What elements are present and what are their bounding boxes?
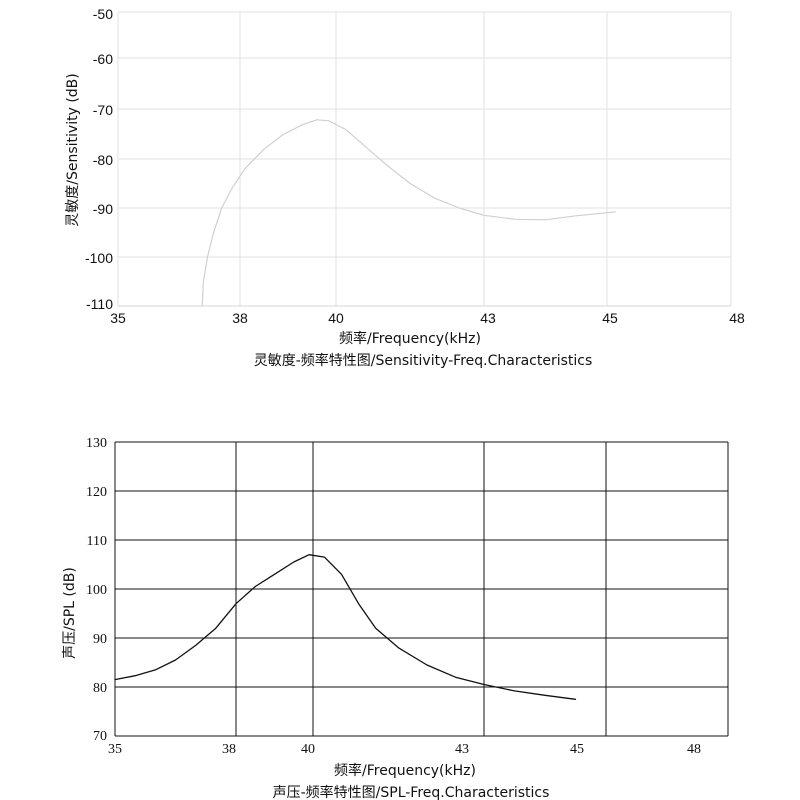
spl-chart: 130 120 110 100 90 80 70 35 38 40 43 45 … [62, 436, 729, 800]
spl-grid [114, 441, 729, 737]
x-tick-label: 35 [108, 742, 122, 757]
spl-series-line [114, 554, 577, 700]
y-tick-label: -60 [93, 51, 113, 67]
y-tick-label: 130 [86, 436, 107, 451]
y-tick-label: 120 [86, 485, 107, 500]
y-tick-label: -110 [86, 296, 113, 312]
x-tick-label: 45 [570, 742, 584, 757]
y-tick-label: 100 [86, 583, 107, 598]
y-tick-label: 90 [93, 632, 107, 647]
spl-y-axis-label: 声压/SPL (dB) [62, 567, 78, 659]
sensitivity-chart: -50 -60 -70 -80 -90 -100 -110 35 38 40 4… [65, 6, 745, 369]
sensitivity-x-axis-label: 频率/Frequency(kHz) [339, 330, 481, 347]
y-tick-label: -50 [93, 6, 113, 22]
x-tick-label: 40 [328, 310, 344, 326]
sensitivity-series-line [201, 119, 616, 307]
sensitivity-grid [117, 11, 732, 307]
y-tick-label: -90 [93, 201, 113, 217]
x-tick-label: 43 [480, 310, 496, 326]
y-tick-label: -100 [85, 250, 113, 266]
x-tick-label: 40 [301, 742, 315, 757]
x-tick-label: 45 [602, 310, 618, 326]
spl-x-ticks: 35 38 40 43 45 48 [108, 742, 701, 757]
sensitivity-x-ticks: 35 38 40 43 45 48 [110, 310, 745, 326]
y-tick-label: -80 [93, 152, 113, 168]
x-tick-label: 43 [455, 742, 469, 757]
spl-x-axis-label: 频率/Frequency(kHz) [334, 762, 476, 779]
x-tick-label: 35 [110, 310, 126, 326]
x-tick-label: 38 [232, 310, 248, 326]
sensitivity-y-ticks: -50 -60 -70 -80 -90 -100 -110 [85, 6, 113, 312]
y-tick-label: -70 [93, 102, 113, 118]
spl-y-ticks: 130 120 110 100 90 80 70 [86, 436, 107, 744]
spl-caption: 声压-频率特性图/SPL-Freq.Characteristics [273, 784, 550, 800]
sensitivity-caption: 灵敏度-频率特性图/Sensitivity-Freq.Characteristi… [254, 352, 593, 369]
y-tick-label: 80 [93, 681, 107, 696]
x-tick-label: 38 [222, 742, 236, 757]
x-tick-label: 48 [687, 742, 701, 757]
sensitivity-y-axis-label: 灵敏度/Sensitivity (dB) [65, 73, 81, 226]
y-tick-label: 70 [93, 729, 107, 744]
x-tick-label: 48 [729, 310, 745, 326]
y-tick-label: 110 [87, 534, 107, 549]
